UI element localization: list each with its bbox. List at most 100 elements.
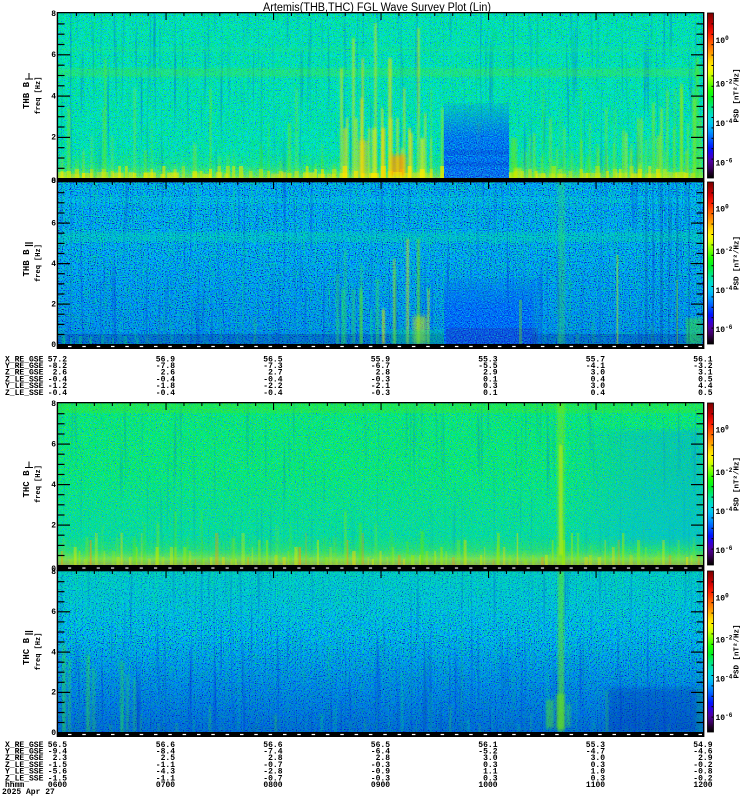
svg-text:THB B: THB B (22, 81, 32, 109)
svg-text:-0.3: -0.3 (371, 761, 390, 770)
svg-text:-0.3: -0.3 (371, 375, 390, 384)
svg-text:PSD [nT²/Hz]: PSD [nT²/Hz] (733, 236, 742, 290)
svg-text:2025 Apr 27: 2025 Apr 27 (2, 788, 55, 797)
svg-text:0600: 0600 (48, 781, 67, 790)
svg-text:2.6: 2.6 (53, 369, 68, 378)
svg-text:-2.8: -2.8 (263, 768, 282, 777)
svg-text:100: 100 (716, 35, 730, 46)
svg-text:freq [Hz]: freq [Hz] (35, 465, 43, 503)
svg-text:2: 2 (51, 689, 56, 698)
svg-text:freq [Hz]: freq [Hz] (35, 244, 43, 282)
svg-text:0: 0 (51, 565, 56, 574)
svg-text:56.5: 56.5 (48, 741, 67, 750)
svg-text:55.3: 55.3 (478, 355, 497, 364)
svg-text:3.1: 3.1 (698, 369, 713, 378)
svg-text:55.7: 55.7 (586, 355, 605, 364)
svg-text:-0.4: -0.4 (48, 389, 67, 398)
svg-text:Artemis(THB,THC) FGL Wave Surv: Artemis(THB,THC) FGL Wave Survey Plot (L… (263, 2, 491, 14)
svg-text:6: 6 (51, 219, 56, 228)
svg-text:2.8: 2.8 (376, 369, 391, 378)
svg-text:56.1: 56.1 (693, 355, 712, 364)
svg-text:Z_LE_SSE: Z_LE_SSE (5, 389, 44, 398)
svg-text:Y_RE_GSE: Y_RE_GSE (5, 748, 44, 757)
svg-text:10-2: 10-2 (716, 79, 733, 90)
svg-text:-6.4: -6.4 (371, 748, 390, 757)
svg-text:56.9: 56.9 (156, 355, 175, 364)
svg-text:-0.9: -0.9 (371, 768, 390, 777)
svg-text:56.5: 56.5 (263, 355, 282, 364)
svg-text:PSD [nT²/Hz]: PSD [nT²/Hz] (733, 457, 742, 511)
svg-text:Z_LE_SSE: Z_LE_SSE (5, 375, 44, 384)
svg-text:-9.4: -9.4 (48, 748, 67, 757)
svg-text:-7.4: -7.4 (263, 748, 282, 757)
svg-text:3.0: 3.0 (591, 382, 606, 391)
svg-text:Z_RE_GSE: Z_RE_GSE (5, 369, 44, 378)
svg-text:-0.8: -0.8 (693, 768, 712, 777)
svg-text:-0.4: -0.4 (156, 375, 175, 384)
svg-text:6: 6 (51, 608, 56, 617)
svg-text:-6.7: -6.7 (371, 362, 390, 371)
svg-text:-4.3: -4.3 (156, 768, 175, 777)
svg-text:10-2: 10-2 (716, 635, 733, 646)
svg-text:10-6: 10-6 (716, 545, 733, 556)
svg-text:THB B: THB B (22, 249, 32, 277)
svg-text:2: 2 (51, 300, 56, 309)
svg-text:3.0: 3.0 (483, 754, 498, 763)
svg-text:0.5: 0.5 (698, 375, 713, 384)
svg-text:8: 8 (51, 10, 56, 19)
svg-text:10-2: 10-2 (716, 467, 733, 478)
svg-text:55.3: 55.3 (586, 741, 605, 750)
svg-text:-0.3: -0.3 (371, 774, 390, 783)
svg-text:0.4: 0.4 (591, 375, 606, 384)
svg-text:-4.7: -4.7 (586, 748, 605, 757)
svg-text:0700: 0700 (156, 781, 175, 790)
svg-text:4: 4 (51, 260, 56, 269)
svg-text:1000: 1000 (478, 781, 497, 790)
svg-text:Y_LE_SSE: Y_LE_SSE (5, 768, 44, 777)
svg-text:56.6: 56.6 (156, 741, 175, 750)
svg-text:PSD [nT²/Hz]: PSD [nT²/Hz] (733, 68, 742, 122)
svg-text:-3.2: -3.2 (693, 362, 712, 371)
svg-text:2.9: 2.9 (698, 754, 713, 763)
svg-text:0: 0 (51, 729, 56, 738)
svg-text:3.0: 3.0 (591, 754, 606, 763)
svg-text:0.1: 0.1 (483, 389, 498, 398)
svg-text:-4.1: -4.1 (586, 362, 605, 371)
svg-text:-2.2: -2.2 (263, 382, 282, 391)
svg-text:-1.1: -1.1 (156, 761, 175, 770)
svg-text:0.5: 0.5 (698, 389, 713, 398)
svg-text:56.1: 56.1 (478, 741, 497, 750)
svg-text:-5.2: -5.2 (478, 748, 497, 757)
svg-text:2: 2 (51, 521, 56, 530)
svg-text:6: 6 (51, 51, 56, 60)
svg-text:2.6: 2.6 (161, 369, 176, 378)
svg-text:8: 8 (51, 400, 56, 409)
svg-text:4: 4 (51, 648, 56, 657)
svg-text:Z_RE_GSE: Z_RE_GSE (5, 754, 44, 763)
svg-text:X_RE_GSE: X_RE_GSE (5, 355, 44, 364)
svg-text:hhmm: hhmm (5, 781, 24, 790)
svg-text:PSD [nT²/Hz]: PSD [nT²/Hz] (733, 624, 742, 678)
svg-text:-5.6: -5.6 (48, 768, 67, 777)
svg-text:-0.4: -0.4 (263, 389, 282, 398)
svg-text:-0.7: -0.7 (263, 774, 282, 783)
svg-text:4: 4 (51, 481, 56, 490)
svg-text:4.4: 4.4 (698, 382, 713, 391)
svg-text:Y_LE_SSE: Y_LE_SSE (5, 382, 44, 391)
svg-text:-7.8: -7.8 (156, 362, 175, 371)
svg-text:54.9: 54.9 (693, 741, 712, 750)
svg-text:1100: 1100 (586, 781, 605, 790)
svg-text:0800: 0800 (263, 781, 282, 790)
svg-text:-0.4: -0.4 (48, 375, 67, 384)
svg-text:100: 100 (716, 592, 730, 603)
svg-text:-2.1: -2.1 (371, 382, 390, 391)
svg-text:56.5: 56.5 (371, 741, 390, 750)
svg-text:0: 0 (51, 341, 56, 350)
svg-text:8: 8 (51, 568, 56, 577)
svg-text:-7.3: -7.3 (263, 362, 282, 371)
svg-text:-0.2: -0.2 (693, 774, 712, 783)
svg-text:-0.4: -0.4 (156, 389, 175, 398)
svg-text:-8.4: -8.4 (156, 748, 175, 757)
svg-text:8: 8 (51, 177, 56, 186)
svg-text:freq [Hz]: freq [Hz] (35, 633, 43, 671)
